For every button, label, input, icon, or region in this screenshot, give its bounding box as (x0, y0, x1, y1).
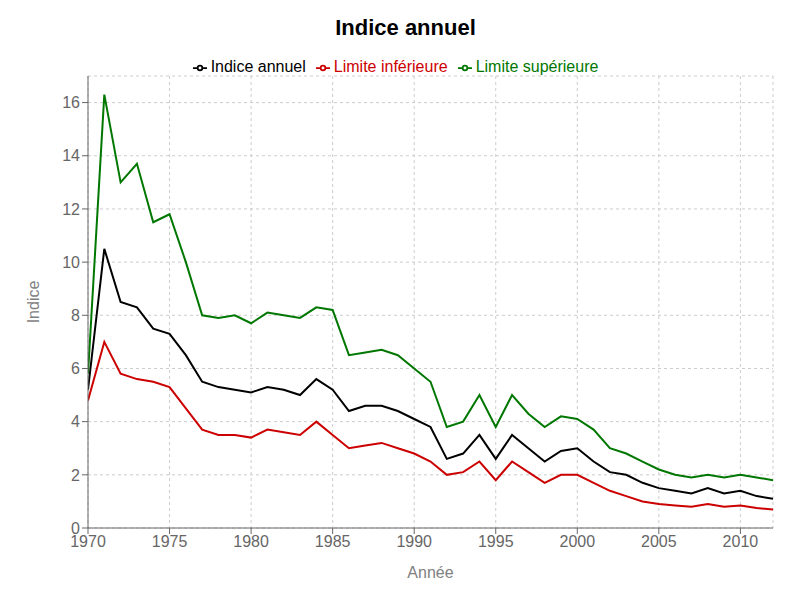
svg-text:4: 4 (71, 413, 80, 430)
svg-text:16: 16 (62, 94, 80, 111)
svg-text:12: 12 (62, 201, 80, 218)
html-text:Limite supérieure: Limite supérieure (475, 58, 599, 75)
html-text:Indice annuel: Indice annuel (335, 15, 476, 40)
svg-text:2005: 2005 (641, 533, 677, 550)
svg-text:Année: Année (407, 564, 453, 581)
html-text:Indice annuel: Indice annuel (210, 58, 306, 75)
svg-text:6: 6 (71, 360, 80, 377)
html-text:Limite inférieure: Limite inférieure (333, 58, 448, 75)
svg-text:1980: 1980 (233, 533, 269, 550)
svg-text:8: 8 (71, 307, 80, 324)
svg-text:1975: 1975 (152, 533, 188, 550)
svg-text:2: 2 (71, 467, 80, 484)
svg-text:2000: 2000 (559, 533, 595, 550)
svg-text:1990: 1990 (396, 533, 432, 550)
svg-text:1970: 1970 (70, 533, 106, 551)
svg-text:1995: 1995 (478, 533, 514, 550)
svg-text:2010: 2010 (723, 533, 759, 550)
svg-text:1985: 1985 (315, 533, 351, 550)
svg-text:14: 14 (62, 147, 80, 164)
svg-text:Indice: Indice (25, 281, 42, 324)
svg-text:10: 10 (62, 254, 80, 271)
svg-text:0: 0 (71, 520, 80, 537)
